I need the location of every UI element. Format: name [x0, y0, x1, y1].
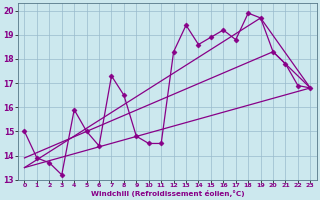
- X-axis label: Windchill (Refroidissement éolien,°C): Windchill (Refroidissement éolien,°C): [91, 190, 244, 197]
